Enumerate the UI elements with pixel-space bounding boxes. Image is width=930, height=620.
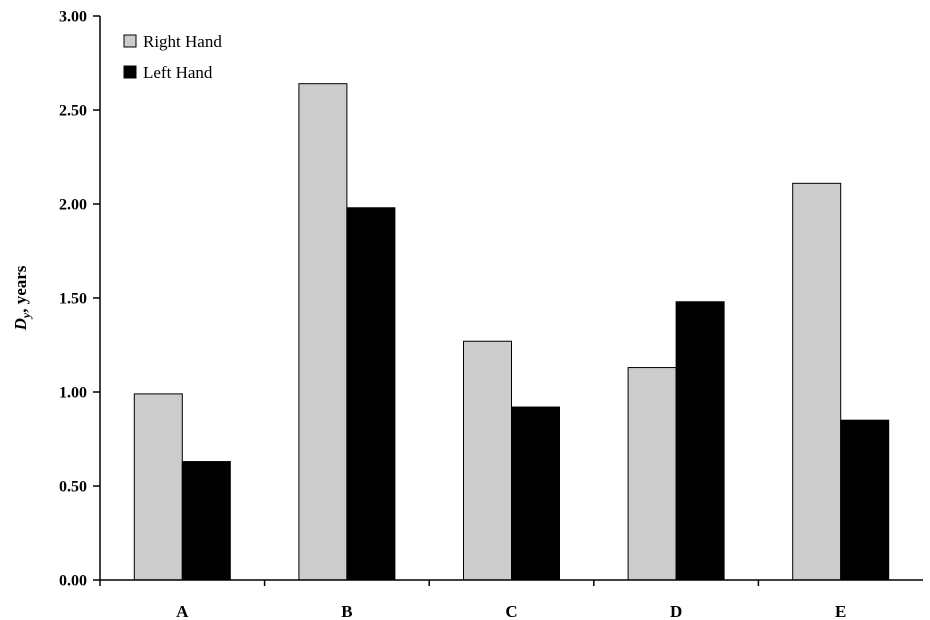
y-tick-label: 2.50 <box>59 103 87 120</box>
x-ticks-group: A B C D E <box>99 580 846 620</box>
y-tick-label: 2.00 <box>59 197 87 214</box>
y-ticks-group: 0.00 0.50 1.00 1.50 2.00 2.50 3.00 <box>59 9 100 590</box>
x-tick-label-c: C <box>505 602 517 620</box>
y-tick-label: 1.50 <box>59 291 87 308</box>
bar-a-right-hand <box>133 393 183 581</box>
legend-swatch-left-hand <box>123 65 137 79</box>
bars-group <box>133 83 890 581</box>
bar-c-left-hand <box>511 406 560 581</box>
x-tick-label-d: D <box>670 602 682 620</box>
y-tick-label: 0.50 <box>59 479 87 496</box>
x-tick-label-e: E <box>835 602 846 620</box>
bar-e-right-hand <box>792 182 842 581</box>
y-axis-label: Dy, years <box>11 265 33 331</box>
bar-b-left-hand <box>346 207 396 581</box>
bar-a-left-hand <box>181 461 231 581</box>
bar-b-right-hand <box>298 83 348 581</box>
y-tick-label: 3.00 <box>59 9 87 26</box>
legend-label-left-hand: Left Hand <box>143 63 213 82</box>
x-tick-label-a: A <box>176 602 189 620</box>
bar-d-left-hand <box>675 301 725 581</box>
y-tick-label: 0.00 <box>59 573 87 590</box>
legend-swatch-right-hand <box>123 34 137 48</box>
legend: Right Hand Left Hand <box>123 32 222 82</box>
bar-c-right-hand <box>463 340 512 581</box>
bar-d-right-hand <box>627 367 677 581</box>
bar-e-left-hand <box>840 419 890 581</box>
legend-label-right-hand: Right Hand <box>143 32 222 51</box>
y-tick-label: 1.00 <box>59 385 87 402</box>
x-tick-label-b: B <box>341 602 352 620</box>
